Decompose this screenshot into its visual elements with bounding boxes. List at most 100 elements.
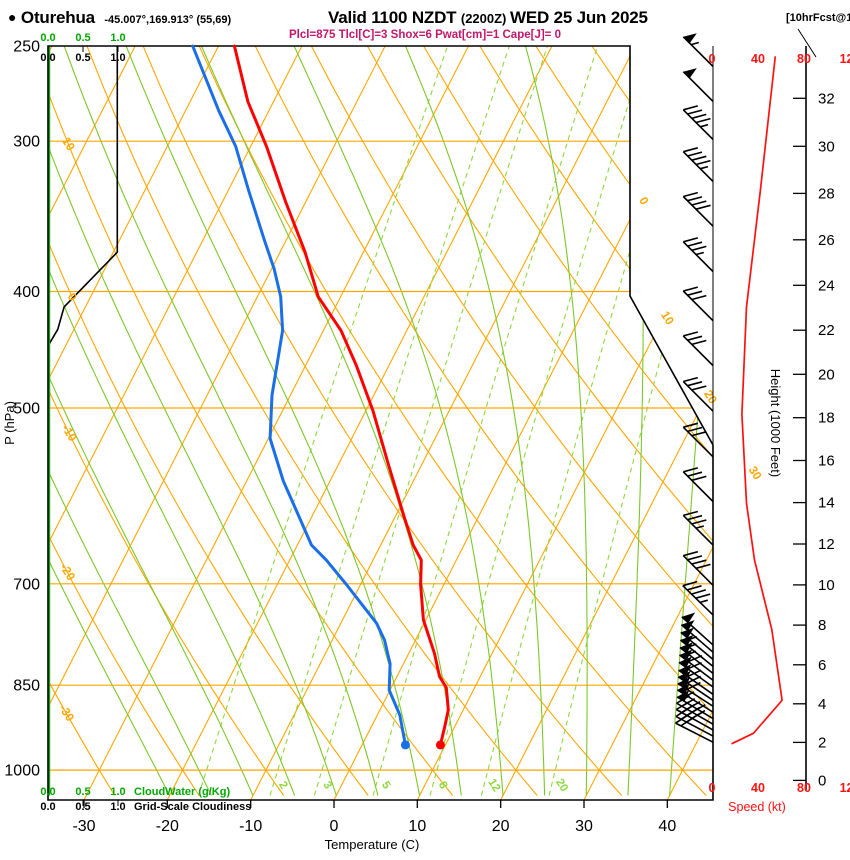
svg-text:80: 80 — [797, 52, 811, 66]
valid-prefix: Valid 1100 NZDT — [328, 8, 461, 27]
svg-text:12: 12 — [818, 536, 835, 553]
temperature-curve — [232, 44, 450, 750]
svg-text:-20: -20 — [156, 818, 179, 835]
svg-text:120: 120 — [840, 781, 850, 795]
wind-barb — [682, 580, 714, 616]
svg-text:0.0: 0.0 — [40, 32, 55, 44]
wind-barb — [682, 147, 714, 182]
svg-text:0.0: 0.0 — [40, 801, 55, 813]
svg-text:1.0: 1.0 — [110, 52, 125, 64]
svg-text:P (hPa): P (hPa) — [2, 401, 17, 445]
svg-text:2: 2 — [818, 734, 826, 751]
svg-text:4: 4 — [818, 696, 826, 713]
wind-barb — [682, 286, 714, 322]
svg-text:12: 12 — [485, 777, 502, 794]
svg-text:1000: 1000 — [4, 763, 40, 780]
svg-text:40: 40 — [658, 818, 676, 835]
svg-text:22: 22 — [818, 322, 835, 339]
svg-text:400: 400 — [13, 284, 40, 301]
svg-text:0.5: 0.5 — [75, 801, 90, 813]
wind-barb — [682, 105, 714, 141]
mixing-ratio-labels: 2 3 5 8 12 20 — [276, 777, 570, 794]
svg-text:10: 10 — [658, 309, 677, 328]
wind-barb — [676, 690, 714, 720]
svg-text:10: 10 — [818, 577, 835, 594]
svg-text:80: 80 — [797, 781, 811, 795]
svg-text:6: 6 — [818, 657, 826, 674]
svg-text:40: 40 — [751, 52, 765, 66]
svg-text:-30: -30 — [56, 702, 77, 724]
wind-barb — [675, 714, 714, 743]
svg-text:18: 18 — [818, 410, 835, 427]
svg-text:0: 0 — [709, 781, 716, 795]
svg-text:10: 10 — [408, 818, 426, 835]
pressure-axis: 250 300 400 500 700 850 1000 P (hPa) — [2, 39, 40, 780]
wind-barb — [679, 649, 714, 681]
mixing-ratio-lines — [197, 46, 713, 796]
plot-area — [48, 46, 713, 800]
svg-text:0.5: 0.5 — [75, 32, 90, 44]
svg-text:28: 28 — [818, 185, 835, 202]
speed-axis-labels: 0040408080120120Speed (kt) — [709, 52, 850, 814]
svg-text:0: 0 — [818, 772, 826, 789]
svg-text:0.0: 0.0 — [40, 786, 55, 798]
svg-text:700: 700 — [13, 576, 40, 593]
wind-barb — [682, 376, 714, 412]
svg-text:0.5: 0.5 — [75, 52, 90, 64]
svg-text:0: 0 — [709, 52, 716, 66]
dry-adiabats — [48, 46, 713, 796]
title-leader-line — [797, 28, 817, 58]
svg-text:30: 30 — [746, 464, 765, 483]
svg-text:40: 40 — [751, 781, 765, 795]
svg-text:850: 850 — [13, 678, 40, 695]
valid-date: WED 25 Jun 2025 — [510, 8, 648, 27]
wind-barb — [682, 68, 714, 103]
svg-text:14: 14 — [818, 495, 835, 512]
station-name: Oturehua — [20, 8, 95, 27]
svg-text:32: 32 — [818, 90, 835, 107]
moist-adiabats — [48, 46, 713, 796]
station-bullet-icon: ● — [8, 9, 17, 25]
wind-barb — [682, 237, 714, 273]
svg-text:-10: -10 — [239, 818, 262, 835]
station-title: ● Oturehua -45.007°,169.913° (55,69) — [8, 8, 231, 28]
svg-text:500: 500 — [13, 401, 40, 418]
svg-text:10: 10 — [59, 135, 78, 154]
svg-text:0: 0 — [330, 818, 339, 835]
svg-text:2: 2 — [276, 780, 290, 792]
temperature-axis: -30 -20 -10 0 10 20 30 40 Temperature (C) — [72, 800, 676, 852]
svg-text:20: 20 — [492, 818, 510, 835]
wind-barb — [678, 656, 714, 688]
wind-speed-curve — [731, 56, 783, 745]
wind-barb — [682, 467, 714, 503]
isotherms — [48, 46, 713, 800]
svg-text:Temperature (C): Temperature (C) — [325, 837, 420, 852]
station-coords: -45.007°,169.913° (55,69) — [104, 14, 232, 26]
svg-text:CloudWater (g/Kg): CloudWater (g/Kg) — [134, 786, 230, 798]
wind-barb — [675, 707, 714, 737]
svg-text:1.0: 1.0 — [110, 786, 125, 798]
svg-text:20: 20 — [701, 388, 720, 407]
svg-text:3: 3 — [320, 780, 334, 792]
svg-text:26: 26 — [818, 232, 835, 249]
svg-text:Speed (kt): Speed (kt) — [728, 800, 786, 814]
svg-text:30: 30 — [575, 818, 593, 835]
wind-barb — [681, 612, 714, 646]
wind-barb — [682, 510, 714, 546]
surface-dewpoint-dot — [400, 740, 410, 750]
svg-text:0: 0 — [65, 290, 81, 303]
plot-border — [47, 45, 714, 801]
svg-text:300: 300 — [13, 134, 40, 151]
dewpoint-curve — [191, 44, 410, 750]
svg-text:8: 8 — [818, 617, 826, 634]
forecast-tag: [10hrFcst@1810z] — [786, 12, 850, 24]
valid-time: Valid 1100 NZDT (2200Z) WED 25 Jun 2025 — [328, 8, 648, 28]
wind-barb — [680, 620, 714, 653]
svg-text:1.0: 1.0 — [110, 801, 125, 813]
wind-barb — [682, 33, 714, 68]
svg-text:0: 0 — [636, 194, 652, 207]
valid-zulu: (2200Z) — [460, 11, 510, 26]
svg-text:5: 5 — [379, 780, 393, 792]
